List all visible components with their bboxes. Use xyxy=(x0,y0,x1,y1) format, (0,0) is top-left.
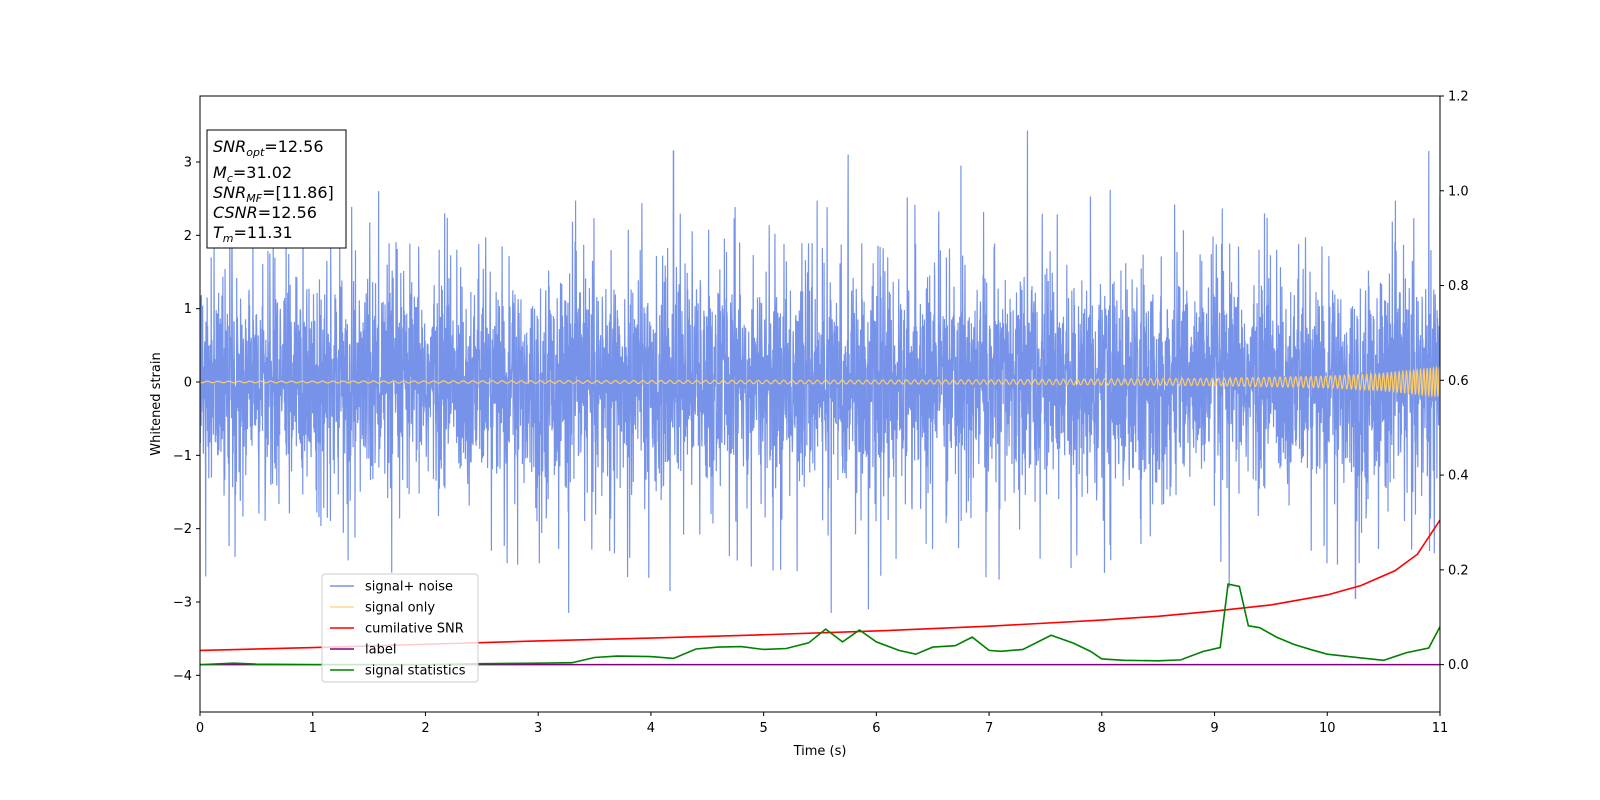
info-box: SNRopt=12.56Mc=31.02SNRMF=[11.86]CSNR=12… xyxy=(206,129,347,249)
info-value: =11.31 xyxy=(234,223,293,242)
x-tick-label: 7 xyxy=(985,721,993,736)
legend-label: signal only xyxy=(365,601,435,616)
y-right-tick-label: 1.0 xyxy=(1448,184,1469,199)
info-value: =31.02 xyxy=(233,163,292,182)
signal-statistics-line xyxy=(200,583,1440,666)
x-tick-label: 1 xyxy=(309,721,317,736)
y-left-tick-label: 3 xyxy=(184,156,192,171)
x-axis: 0 1 2 3 4 5 6 7 8 9 10 11 xyxy=(196,712,1448,736)
x-tick-label: 4 xyxy=(647,721,655,736)
y-axis-label: Whitened strain xyxy=(149,352,164,455)
info-value: =[11.86] xyxy=(262,183,334,202)
signal-plus-noise-line xyxy=(200,130,1440,614)
y-right-tick-label: 0.6 xyxy=(1448,374,1469,389)
y-left-tick-label: −2 xyxy=(173,522,192,537)
x-tick-label: 2 xyxy=(421,721,429,736)
legend-label: label xyxy=(365,643,396,658)
y-left-tick-label: 2 xyxy=(184,229,192,244)
info-box-line: SNRopt=12.56 xyxy=(213,137,324,159)
info-box-line: SNRMF=[11.86] xyxy=(213,183,334,205)
y-right-tick-label: 0.0 xyxy=(1448,658,1469,673)
info-subscript: MF xyxy=(246,192,262,205)
info-subscript: m xyxy=(223,232,234,245)
info-symbol: M xyxy=(213,163,227,182)
info-subscript: c xyxy=(227,172,233,185)
x-tick-label: 11 xyxy=(1432,721,1449,736)
legend-label: cumilative SNR xyxy=(365,622,464,637)
y-left-tick-label: 1 xyxy=(184,302,192,317)
plot-frame xyxy=(199,95,1441,713)
info-symbol: T xyxy=(213,223,224,242)
y-left-tick-label: −4 xyxy=(173,669,192,684)
y-right-tick-label: 0.2 xyxy=(1448,563,1469,578)
signal-only-line xyxy=(200,365,1440,399)
legend-label: signal statistics xyxy=(365,664,466,679)
legend-label: signal+ noise xyxy=(365,580,453,595)
info-value: =12.56 xyxy=(264,137,323,156)
info-symbol: SNR xyxy=(213,137,246,156)
info-box-line: Tm=11.31 xyxy=(213,223,293,245)
y-right-tick-label: 1.2 xyxy=(1448,90,1469,105)
x-tick-label: 0 xyxy=(196,721,204,736)
x-tick-label: 6 xyxy=(872,721,880,736)
info-box-line: CSNR=12.56 xyxy=(213,203,317,222)
x-tick-label: 5 xyxy=(759,721,767,736)
y-right-tick-label: 0.8 xyxy=(1448,279,1469,294)
x-tick-label: 8 xyxy=(1098,721,1106,736)
info-value: =12.56 xyxy=(258,203,317,222)
x-axis-label: Time (s) xyxy=(793,744,847,759)
y-left-tick-label: −1 xyxy=(173,449,192,464)
info-symbol: SNR xyxy=(213,183,246,202)
info-box-line: Mc=31.02 xyxy=(213,163,292,185)
info-subscript: opt xyxy=(246,146,265,159)
x-tick-label: 9 xyxy=(1210,721,1218,736)
legend: signal+ noise signal only cumilative SNR la… xyxy=(321,573,479,683)
y-left-tick-label: 0 xyxy=(184,376,192,391)
cumulative-snr-line xyxy=(200,519,1440,652)
x-tick-label: 3 xyxy=(534,721,542,736)
y-right-tick-label: 0.4 xyxy=(1448,469,1469,484)
info-box-frame xyxy=(206,129,347,249)
x-tick-label: 10 xyxy=(1319,721,1336,736)
info-symbol: CSNR xyxy=(213,203,258,222)
y-axis-right: 1.2 1.0 0.8 0.6 0.4 0.2 0.0 xyxy=(1440,90,1469,673)
y-left-tick-label: −3 xyxy=(173,596,192,611)
legend-frame xyxy=(321,573,479,683)
y-axis-left: 3 2 1 0 −1 −2 −3 −4 xyxy=(173,156,200,684)
